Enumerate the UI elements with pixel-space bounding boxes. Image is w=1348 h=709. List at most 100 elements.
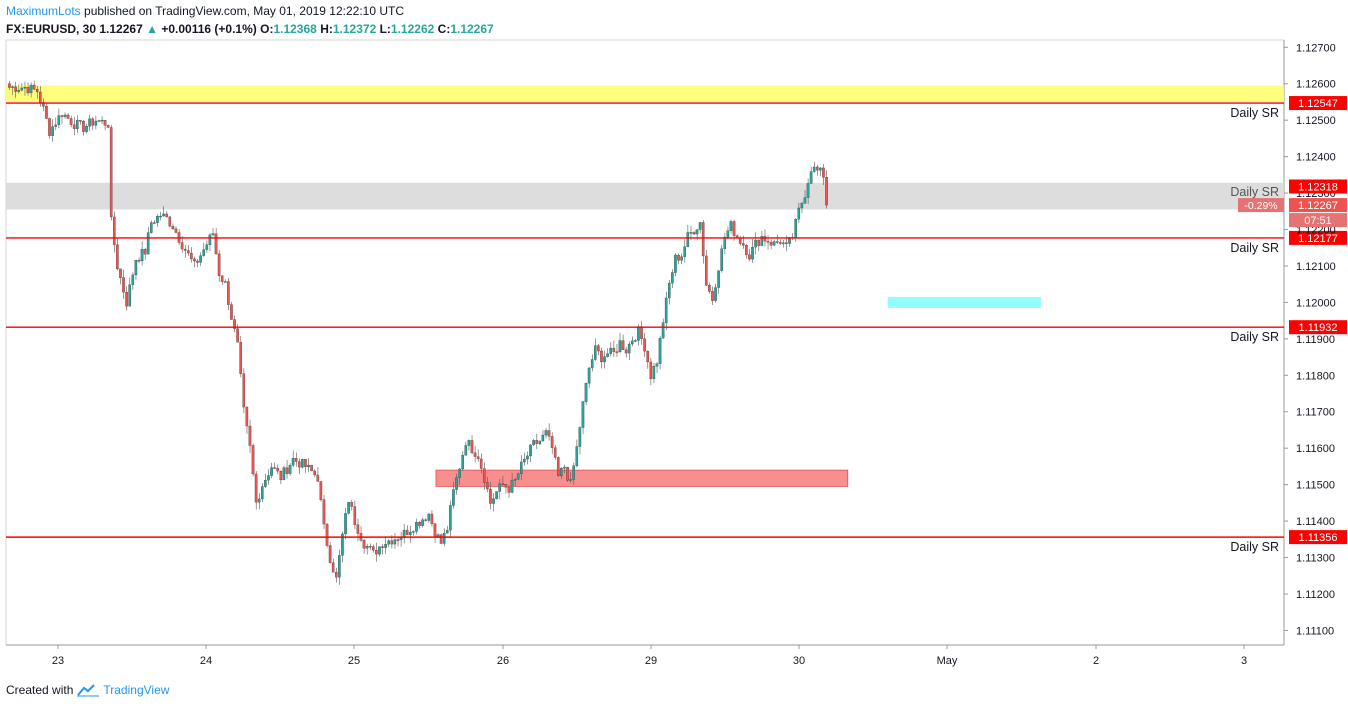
y-tick-label: 1.11800 bbox=[1296, 370, 1335, 382]
candle bbox=[470, 440, 474, 453]
candle bbox=[165, 213, 168, 218]
candle bbox=[775, 241, 779, 243]
candle bbox=[815, 166, 819, 171]
candle bbox=[279, 470, 283, 481]
candle bbox=[704, 255, 708, 286]
candle bbox=[375, 549, 378, 555]
x-tick-label: 30 bbox=[793, 655, 805, 667]
candle bbox=[674, 254, 677, 273]
candle bbox=[615, 351, 619, 353]
y-tick-label: 1.11300 bbox=[1296, 553, 1335, 565]
candle bbox=[501, 483, 505, 485]
candle bbox=[825, 177, 828, 206]
candle bbox=[230, 304, 233, 320]
candle bbox=[205, 244, 209, 250]
candle bbox=[239, 342, 242, 374]
candle bbox=[627, 343, 631, 354]
sr-price-tag bbox=[1289, 96, 1347, 111]
candle bbox=[711, 291, 714, 301]
candle bbox=[186, 250, 190, 254]
candle bbox=[698, 222, 702, 230]
candle bbox=[637, 326, 640, 341]
candle bbox=[371, 546, 375, 551]
candle bbox=[726, 230, 730, 238]
candle bbox=[66, 114, 70, 119]
candle bbox=[316, 474, 320, 482]
candle bbox=[415, 522, 418, 532]
candle bbox=[171, 226, 175, 230]
candle bbox=[26, 87, 30, 94]
candle bbox=[418, 522, 421, 526]
candle bbox=[569, 479, 572, 481]
candle bbox=[122, 277, 125, 293]
cyan-zone bbox=[887, 296, 1041, 308]
candle bbox=[20, 87, 24, 91]
tradingview-brand[interactable]: TradingView bbox=[103, 683, 170, 697]
candle bbox=[233, 319, 236, 329]
candle bbox=[476, 456, 480, 460]
candle bbox=[368, 546, 372, 548]
candle bbox=[686, 232, 690, 247]
candle bbox=[285, 467, 289, 474]
candle bbox=[560, 468, 563, 477]
candle bbox=[498, 483, 501, 492]
candle bbox=[671, 272, 674, 284]
candle bbox=[785, 242, 788, 244]
candle bbox=[516, 473, 520, 480]
candle bbox=[513, 479, 517, 481]
candle bbox=[634, 340, 637, 342]
candle bbox=[664, 297, 668, 323]
candle bbox=[612, 347, 616, 352]
candle bbox=[655, 363, 659, 367]
candle bbox=[365, 546, 369, 549]
candle bbox=[723, 237, 727, 249]
candle bbox=[393, 539, 397, 545]
y-tick-label: 1.11700 bbox=[1296, 407, 1335, 419]
candle bbox=[405, 529, 409, 535]
candle bbox=[294, 458, 298, 462]
candle bbox=[350, 502, 353, 507]
x-tick-label: 25 bbox=[348, 655, 360, 667]
candle bbox=[535, 440, 538, 444]
candle bbox=[661, 322, 665, 339]
red-zone bbox=[435, 469, 849, 487]
candle bbox=[708, 285, 711, 292]
candle bbox=[646, 351, 649, 363]
candle bbox=[683, 246, 686, 257]
candle bbox=[510, 480, 514, 493]
candle bbox=[575, 446, 579, 466]
high-value: 1.12372 bbox=[332, 22, 377, 36]
sr-price-label: 1.12547 bbox=[1298, 98, 1338, 110]
change-pct-label: -0.29% bbox=[1244, 200, 1277, 212]
up-triangle-icon: ▲ bbox=[146, 22, 158, 36]
author-link[interactable]: MaximumLots bbox=[6, 4, 81, 18]
price-chart[interactable]: Daily SR 1.12547 Daily SR 1.12177 Daily SR 1.… bbox=[0, 0, 1348, 680]
low-value: 1.12262 bbox=[390, 22, 435, 36]
candle bbox=[473, 452, 477, 457]
candle bbox=[430, 513, 434, 524]
candle bbox=[344, 513, 347, 535]
y-tick-label: 1.11200 bbox=[1296, 589, 1335, 601]
candle bbox=[82, 120, 85, 132]
candle bbox=[806, 183, 810, 198]
open-value: 1.12368 bbox=[273, 22, 317, 36]
sr-price-label: 1.11932 bbox=[1299, 322, 1338, 334]
low-label: L: bbox=[379, 22, 391, 36]
candle bbox=[8, 83, 11, 88]
candle bbox=[331, 562, 335, 573]
sr-price-label: 1.11356 bbox=[1299, 532, 1338, 544]
close-label: C: bbox=[437, 22, 451, 36]
candle bbox=[190, 252, 193, 260]
candle bbox=[399, 537, 403, 540]
published-text: published on TradingView.com, May 01, 20… bbox=[84, 4, 405, 18]
candle bbox=[45, 106, 48, 119]
candle bbox=[519, 461, 523, 474]
candle bbox=[714, 287, 717, 301]
candle bbox=[341, 533, 344, 556]
candle bbox=[75, 120, 79, 129]
candle bbox=[334, 572, 338, 578]
candle bbox=[738, 237, 742, 244]
candle bbox=[214, 233, 218, 255]
candle bbox=[550, 436, 554, 448]
candle bbox=[116, 244, 119, 270]
